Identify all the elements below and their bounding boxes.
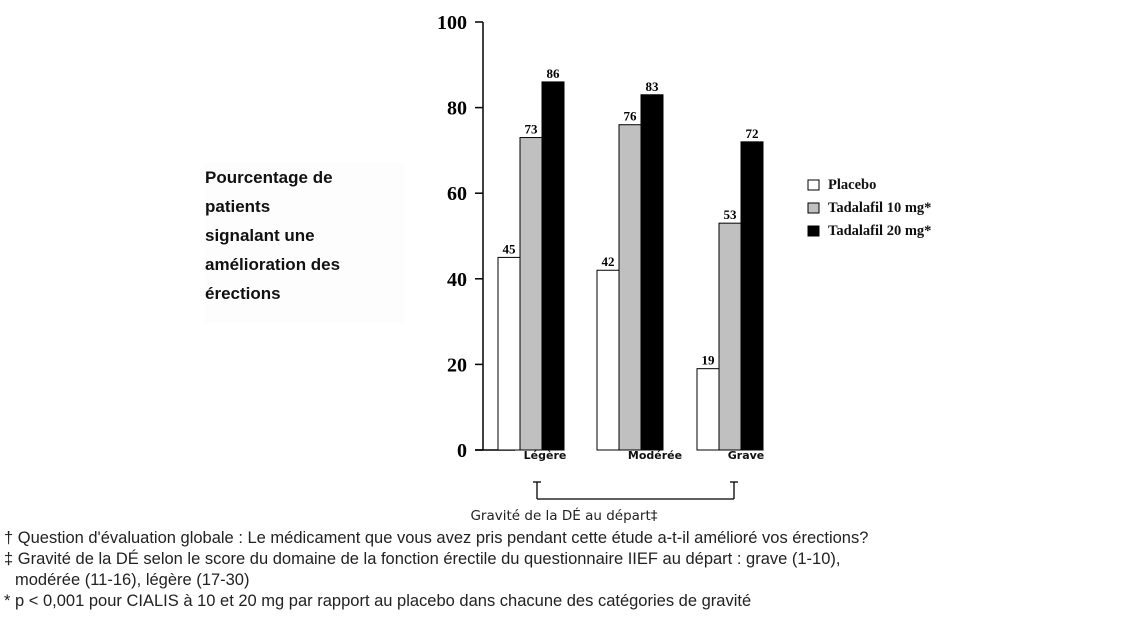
footnotes: † Question d'évaluation globale : Le méd… (4, 528, 1124, 612)
data-label: 45 (503, 241, 517, 256)
bar (519, 137, 543, 451)
y-tick-label: 100 (437, 12, 467, 34)
data-label: 53 (724, 207, 738, 222)
bar (596, 269, 620, 451)
legend-label: Tadalafil 20 mg* (828, 223, 931, 239)
legend-swatch (807, 225, 820, 237)
bar (541, 81, 565, 451)
legend-swatch (807, 202, 820, 214)
y-axis-label-line: érections (205, 284, 281, 303)
y-tick-label: 80 (447, 98, 467, 120)
bar (696, 368, 720, 451)
data-label: 19 (702, 353, 716, 368)
bar (740, 141, 764, 451)
bar-chart: 0 20 40 60 80 100 45 42 19 73 76 53 86 83 72 Légère Modé… (437, 12, 931, 500)
bar (640, 94, 664, 451)
y-tick-label: 0 (457, 440, 467, 462)
y-axis-label-line: amélioration des (205, 255, 341, 274)
y-axis-label-line: signalant une (205, 226, 315, 245)
footnote-severity-continued: modérée (11-16), légère (17-30) (15, 571, 250, 589)
y-axis-label-line: patients (205, 197, 271, 216)
data-label: 42 (602, 254, 615, 269)
category-label: Légère (524, 449, 567, 462)
legend-swatch (807, 179, 820, 191)
y-axis-label-line: Pourcentage de (205, 168, 333, 187)
bar (718, 222, 742, 451)
bar (618, 124, 642, 451)
footnote-severity: ‡ Gravité de la DÉ selon le score du dom… (4, 550, 841, 568)
data-label: 73 (525, 122, 539, 137)
legend-label: Tadalafil 10 mg* (828, 200, 931, 216)
footnote-significance: * p < 0,001 pour CIALIS à 10 et 20 mg pa… (4, 592, 752, 610)
bar (497, 256, 521, 451)
y-tick-label: 40 (447, 269, 467, 291)
footnote-global-question: † Question d'évaluation globale : Le méd… (4, 529, 869, 547)
y-axis-label: Pourcentage de patients signalant une am… (205, 163, 405, 323)
legend-label: Placebo (828, 177, 876, 193)
data-label: 76 (624, 109, 638, 124)
data-label: 86 (547, 66, 561, 81)
x-axis-title: Gravité de la DÉ au départ‡ (470, 508, 658, 524)
data-label: 72 (746, 126, 759, 141)
category-label: Grave (728, 449, 765, 462)
category-label: Modérée (628, 449, 682, 462)
y-tick-label: 60 (447, 183, 467, 205)
y-tick-label: 20 (447, 354, 467, 376)
data-label: 83 (646, 79, 660, 94)
